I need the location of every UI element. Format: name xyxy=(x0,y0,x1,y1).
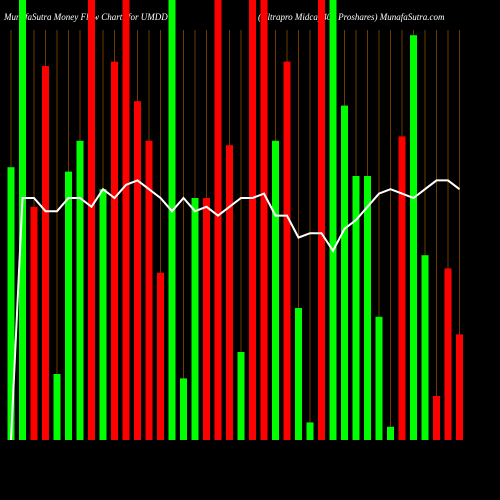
bar xyxy=(145,140,153,441)
bar xyxy=(387,426,394,440)
bar xyxy=(226,145,233,440)
bar xyxy=(249,0,256,440)
bar xyxy=(364,176,371,440)
bar xyxy=(214,0,222,440)
bar xyxy=(7,167,15,440)
bar xyxy=(168,0,176,440)
bar xyxy=(352,176,360,440)
bar xyxy=(53,374,61,440)
bar xyxy=(203,198,210,440)
chart-subtitle: (Ultrapro Midcap400 Proshares) MunafaSut… xyxy=(258,12,445,22)
bar xyxy=(444,268,452,440)
bar xyxy=(88,0,95,440)
bar xyxy=(111,61,118,440)
bar xyxy=(134,101,141,440)
bar xyxy=(433,396,440,440)
bar xyxy=(272,140,279,441)
bar xyxy=(329,0,337,440)
bar xyxy=(341,105,348,440)
bar xyxy=(398,136,406,440)
bar xyxy=(318,0,325,440)
bar xyxy=(99,189,107,440)
bar xyxy=(306,422,314,440)
bar xyxy=(375,316,383,440)
bar xyxy=(237,352,245,440)
bar xyxy=(76,140,84,441)
chart-title: MunafaSutra Money Flow Charts for UMDD xyxy=(3,12,168,22)
bar xyxy=(283,61,291,440)
bar xyxy=(456,334,463,440)
bar xyxy=(30,206,38,440)
bar xyxy=(157,272,164,440)
bar xyxy=(122,0,130,440)
bar xyxy=(180,378,187,440)
bar xyxy=(19,0,26,440)
bar xyxy=(295,308,302,440)
bar xyxy=(65,171,72,440)
bar xyxy=(42,66,49,440)
bar xyxy=(421,255,429,440)
price-line xyxy=(10,179,461,441)
bar xyxy=(260,0,268,440)
bar xyxy=(191,198,199,440)
bar xyxy=(410,35,417,440)
